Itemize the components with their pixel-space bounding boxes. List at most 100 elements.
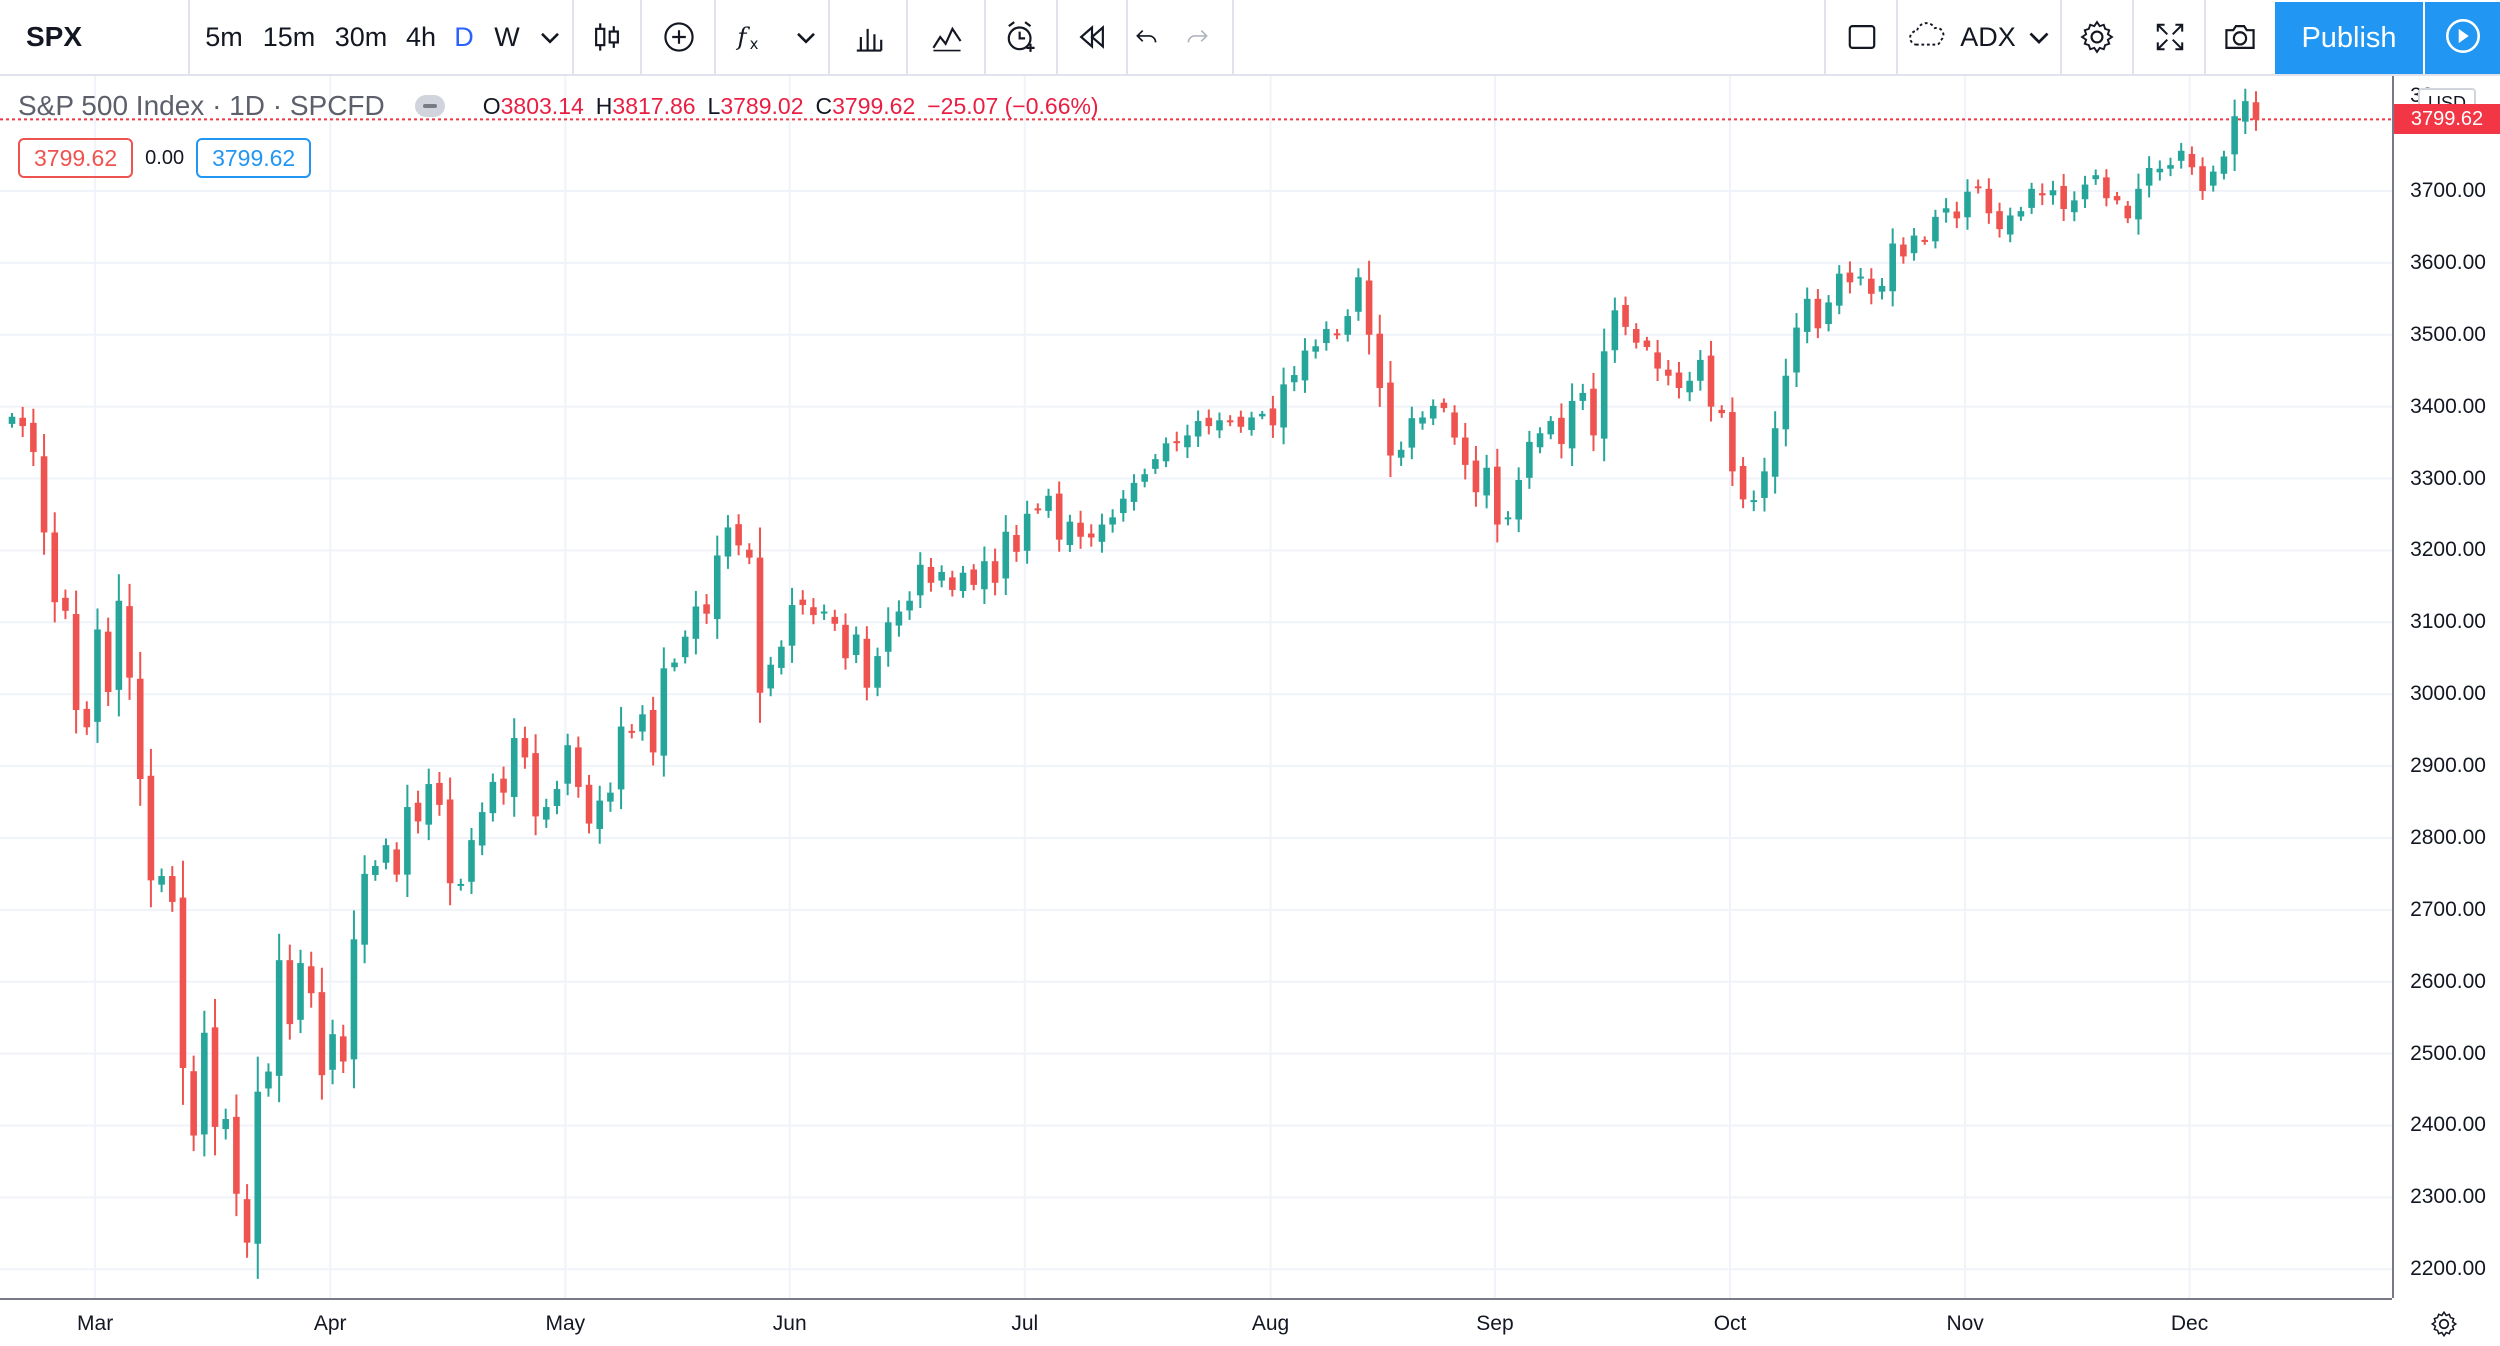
redo-icon[interactable]: [1182, 0, 1212, 74]
candle: [40, 433, 48, 555]
candle-body: [147, 775, 155, 881]
camera-icon[interactable]: [2210, 0, 2270, 74]
candle: [767, 656, 774, 697]
candle: [1942, 198, 1950, 223]
candle-body: [1290, 375, 1298, 383]
candle-body: [1387, 382, 1394, 456]
candle-body: [2071, 200, 2078, 213]
axis-settings-icon[interactable]: [2424, 1304, 2464, 1344]
candle: [1216, 412, 1223, 439]
candle: [895, 600, 903, 637]
candle-body: [414, 802, 422, 822]
candle-body: [596, 800, 604, 829]
open-value: 3803.14: [500, 92, 584, 119]
candle-body: [2145, 168, 2153, 186]
chevron-down-icon[interactable]: [2022, 0, 2056, 74]
candle-body: [1087, 533, 1095, 538]
buy-price-button[interactable]: 3799.62: [196, 138, 312, 178]
sell-price-button[interactable]: 3799.62: [18, 138, 134, 178]
price-chart[interactable]: [0, 76, 2392, 1298]
add-compare-icon[interactable]: [650, 0, 708, 74]
publish-label: Publish: [2301, 21, 2397, 54]
interval-4h[interactable]: 4h: [400, 0, 442, 74]
candle: [1162, 437, 1170, 468]
gear-icon[interactable]: [2066, 0, 2128, 74]
undo-icon[interactable]: [1132, 0, 1162, 74]
candle-body: [1194, 421, 1202, 437]
candle-body: [1109, 517, 1116, 525]
candle: [2081, 175, 2089, 208]
cloud-icon: [1906, 18, 1950, 57]
time-tick: Mar: [77, 1312, 114, 1335]
candle-body: [19, 417, 26, 427]
candle-body: [1814, 298, 1822, 329]
candle-body: [436, 782, 443, 805]
alert-icon[interactable]: [990, 0, 1052, 74]
interval-15m[interactable]: 15m: [256, 0, 322, 74]
candle: [746, 543, 753, 565]
interval-30m[interactable]: 30m: [326, 0, 396, 74]
candle-body: [1878, 285, 1886, 292]
candle: [1878, 278, 1886, 300]
time-tick: Nov: [1946, 1312, 1984, 1335]
toolbar-divider: [714, 0, 716, 74]
candle: [1194, 410, 1202, 448]
candle-body: [1697, 359, 1704, 381]
candle-body: [1066, 521, 1074, 546]
candle: [1814, 289, 1822, 339]
candle: [1077, 510, 1084, 549]
candle: [489, 773, 497, 822]
fullscreen-icon[interactable]: [2140, 0, 2200, 74]
candle-body: [30, 422, 37, 452]
publish-play-button[interactable]: [2425, 2, 2500, 74]
candle-body: [1408, 418, 1416, 448]
candle: [393, 842, 400, 882]
price-tick: 2700.00: [2410, 897, 2486, 921]
candle: [168, 866, 176, 912]
candle-body: [884, 622, 892, 652]
candle: [190, 1055, 197, 1152]
candle-body: [2060, 185, 2067, 209]
candle-body: [2028, 188, 2035, 208]
candle: [735, 514, 742, 556]
candle: [211, 998, 219, 1156]
candle-body: [660, 668, 668, 756]
candle: [2242, 88, 2249, 135]
candle-body: [168, 876, 176, 902]
candlestick-icon[interactable]: [580, 0, 634, 74]
candle-body: [1451, 412, 1458, 438]
indicator-dropdown[interactable]: ADX: [1906, 0, 2016, 74]
chart-legend: S&P 500 Index · 1D · SPCFD O 3803.14 H 381…: [18, 86, 1099, 126]
candle: [1643, 336, 1651, 351]
indicators-dropdown-icon[interactable]: [790, 0, 822, 74]
compare-chart-icon[interactable]: [914, 0, 980, 74]
candle: [1109, 509, 1116, 533]
toolbar-divider: [1896, 0, 1898, 74]
replay-icon[interactable]: [1062, 0, 1122, 74]
templates-icon[interactable]: [836, 0, 902, 74]
price-axis[interactable]: 3800.00 3700.003600.003500.003400.003300…: [2392, 76, 2500, 1298]
rectangle-icon[interactable]: [1832, 0, 1892, 74]
eye-icon[interactable]: [414, 95, 445, 117]
candle-body: [681, 636, 689, 658]
candles: [8, 88, 2260, 1279]
publish-button[interactable]: Publish: [2275, 2, 2423, 74]
interval-dropdown-icon[interactable]: [534, 0, 566, 74]
candle-body: [1900, 244, 1907, 257]
candle-body: [1868, 278, 1875, 294]
candle: [2092, 169, 2100, 185]
candle-body: [2220, 156, 2228, 174]
candle: [425, 768, 433, 841]
candle: [158, 868, 165, 893]
interval-w[interactable]: W: [484, 0, 530, 74]
candle-body: [970, 569, 978, 585]
candle-body: [692, 606, 700, 639]
symbol-search[interactable]: SPX: [6, 0, 186, 74]
interval-5m[interactable]: 5m: [198, 0, 250, 74]
time-axis[interactable]: Mar Apr May Jun Jul Aug Sep Oct Nov Dec: [0, 1298, 2392, 1346]
candle: [1376, 314, 1384, 407]
interval-d[interactable]: D: [446, 0, 482, 74]
candle-body: [1269, 408, 1277, 426]
toolbar-divider: [188, 0, 190, 74]
